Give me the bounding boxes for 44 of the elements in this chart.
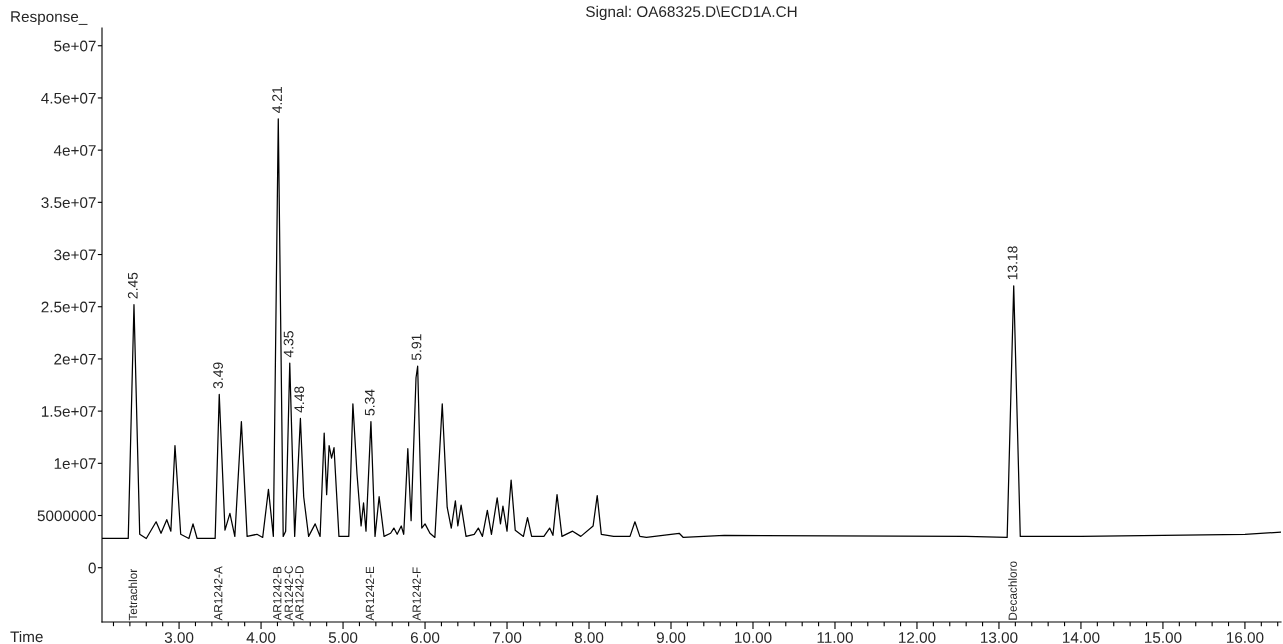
x-tick-label: 9.00 (656, 632, 686, 643)
y-tick-label: 3.5e+07 (41, 197, 96, 209)
y-tick-label: 3e+07 (54, 249, 96, 261)
annotation: 4.48 (294, 386, 305, 413)
annotation: AR1242-A (214, 566, 223, 621)
annotation: Decachloro (1008, 561, 1017, 620)
x-tick-label: 3.00 (164, 632, 194, 643)
annotation: 5.34 (364, 389, 375, 416)
y-tick-label: 1.5e+07 (41, 405, 96, 417)
x-tick-label: 4.00 (246, 632, 276, 643)
annotation: 2.45 (127, 272, 138, 299)
y-axis-title: Response_ (11, 11, 88, 26)
annotation: AR1242-F (412, 567, 421, 621)
x-tick-label: 10.00 (735, 632, 772, 643)
y-tick-label: 4.5e+07 (41, 92, 96, 104)
y-tick-label: 1e+07 (54, 458, 96, 470)
x-tick-label: 12.00 (899, 632, 936, 643)
y-tick-label: 2.5e+07 (41, 301, 96, 313)
annotation: 3.49 (213, 362, 223, 389)
chart-title: Signal: OA68325.D\ECD1A.CH (586, 5, 797, 21)
annotation: AR1242-C (284, 565, 293, 621)
x-tick-label: 6.00 (410, 632, 440, 643)
x-tick-label: 16.00 (1226, 632, 1264, 643)
x-tick-label: 5.00 (328, 632, 358, 643)
y-tick-label: 0 (88, 562, 96, 574)
y-tick-label: 2e+07 (54, 353, 96, 365)
annotation: AR1242-D (295, 566, 304, 621)
annotation: AR1242-B (273, 566, 282, 621)
y-tick-label: 5000000 (37, 510, 96, 522)
x-tick-label: 13.00 (981, 632, 1018, 643)
x-tick-label: 14.00 (1063, 632, 1100, 643)
x-axis-title: Time (10, 630, 43, 643)
x-tick-label: 8.00 (574, 632, 604, 643)
annotation: Tetrachlor (128, 568, 138, 621)
annotation: 4.35 (283, 331, 294, 358)
annotation: 4.21 (272, 86, 282, 113)
y-tick-label: 4e+07 (53, 145, 96, 156)
annotation: 13.18 (1007, 246, 1018, 280)
x-tick-label: 15.00 (1144, 632, 1182, 643)
annotation: AR1242-E (365, 566, 374, 621)
x-tick-label: 7.00 (492, 632, 522, 643)
annotation: 5.91 (411, 334, 422, 361)
y-tick-label: 5e+07 (54, 40, 96, 52)
x-tick-label: 11.00 (817, 632, 853, 643)
